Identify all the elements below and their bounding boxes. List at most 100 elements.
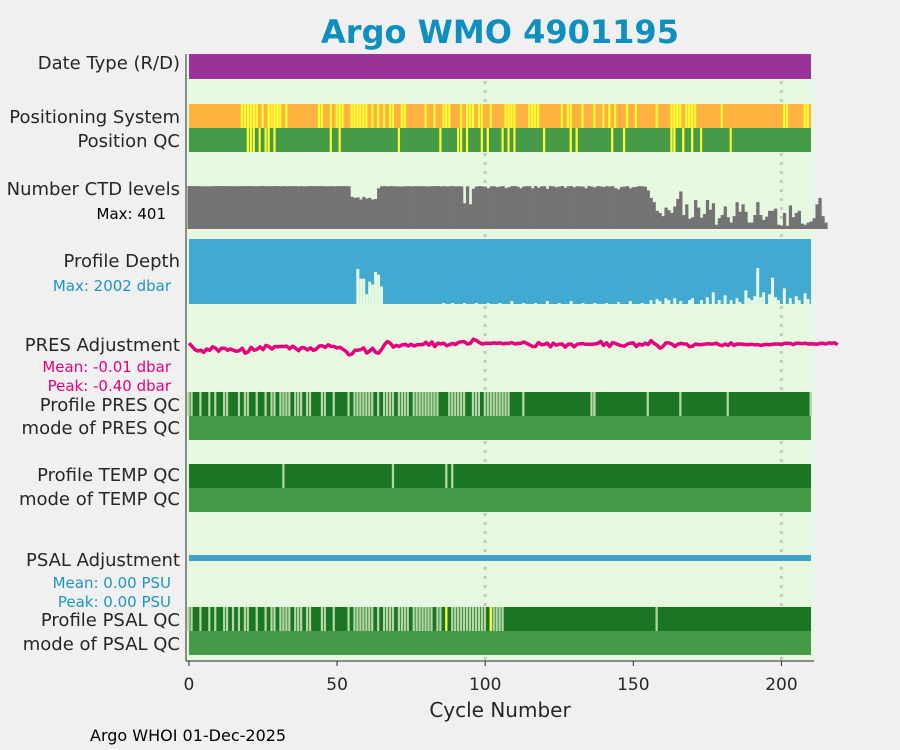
ctd-bar-31 xyxy=(279,186,283,229)
depth-dip-191 xyxy=(753,296,757,304)
ctd-bar-161 xyxy=(664,207,668,229)
positioning-stripe-59 xyxy=(362,104,365,128)
depth-dip-133 xyxy=(581,303,585,304)
ctd-bar-143 xyxy=(611,186,615,229)
depth-dip-113 xyxy=(522,303,526,304)
psal-qc-stripe-74 xyxy=(406,607,409,631)
ctd-bar-203 xyxy=(788,205,793,229)
ctd-bar-35 xyxy=(291,186,295,229)
label-profile-temp-qc: Profile TEMP QC xyxy=(37,465,180,486)
ctd-bar-81 xyxy=(427,186,431,229)
ctd-bar-129 xyxy=(569,186,573,229)
ctd-bar-198 xyxy=(774,208,778,229)
ctd-bar-7 xyxy=(208,186,212,229)
pres-qc-stripe-66 xyxy=(382,392,386,416)
pres-qc-stripe-67 xyxy=(385,392,389,416)
pres-mode-band xyxy=(188,416,812,440)
ctd-bar-103 xyxy=(492,186,496,229)
positioning-stripe-166 xyxy=(679,104,682,128)
ctd-bar-18 xyxy=(240,186,245,229)
ctd-bar-205 xyxy=(794,212,799,229)
ctd-bar-20 xyxy=(246,186,250,229)
ctd-bar-68 xyxy=(388,186,393,229)
position-qc-stripe-26 xyxy=(264,128,267,152)
ctd-bar-94 xyxy=(465,186,470,229)
ctd-bar-130 xyxy=(572,187,576,229)
psal-qc-stripe-93 xyxy=(462,607,466,631)
pres-qc-stripe-31 xyxy=(279,392,282,416)
ctd-bar-39 xyxy=(303,186,307,229)
ctd-bar-146 xyxy=(619,187,624,229)
positioning-stripe-165 xyxy=(676,104,679,128)
positioning-stripe-115 xyxy=(528,104,531,128)
ctd-bar-57 xyxy=(356,197,360,229)
depth-dip-65 xyxy=(380,286,383,304)
pres-qc-stripe-93 xyxy=(462,392,466,416)
ctd-bar-151 xyxy=(634,186,639,229)
x-ticks: 0 50 100 150 200 xyxy=(184,661,798,695)
ctd-bar-194 xyxy=(762,219,766,229)
ctd-bar-109 xyxy=(510,186,514,229)
psal-adjustment-line xyxy=(188,555,812,561)
ctd-bar-0 xyxy=(187,186,191,229)
pres-qc-stripe-74 xyxy=(406,392,409,416)
positioning-stripe-209 xyxy=(806,104,809,128)
ctd-bar-59 xyxy=(362,196,366,229)
positioning-stripe-180 xyxy=(720,104,723,128)
positioning-stripe-116 xyxy=(531,104,534,128)
pres-qc-stripe-36 xyxy=(294,392,297,416)
ctd-bar-43 xyxy=(314,186,319,229)
depth-dip-201 xyxy=(782,288,786,304)
psal-qc-stripe-81 xyxy=(427,607,430,631)
psal-qc-stripe-77 xyxy=(415,607,418,631)
ctd-bar-181 xyxy=(723,206,727,229)
ctd-bar-174 xyxy=(702,213,707,229)
ctd-bar-84 xyxy=(436,186,440,229)
pres-qc-stripe-166 xyxy=(679,392,682,416)
positioning-stripe-27 xyxy=(267,104,270,128)
ctd-bar-131 xyxy=(575,186,579,229)
pres-peak-label: Peak: -0.40 dbar xyxy=(48,377,172,395)
depth-dip-189 xyxy=(747,298,751,304)
depth-dip-166 xyxy=(679,301,683,304)
pres-qc-stripe-136 xyxy=(590,392,593,416)
pres-qc-stripe-77 xyxy=(415,392,418,416)
positioning-stripe-44 xyxy=(317,104,321,128)
pres-qc-stripe-78 xyxy=(418,392,421,416)
positioning-stripe-169 xyxy=(688,104,691,128)
ctd-bar-139 xyxy=(599,186,603,229)
position-qc-stripe-94 xyxy=(465,128,469,152)
pres-qc-stripe-49 xyxy=(332,392,335,416)
ctd-bar-213 xyxy=(818,197,822,229)
positioning-band xyxy=(188,104,812,128)
pres-qc-stripe-32 xyxy=(282,392,285,416)
ctd-bar-128 xyxy=(566,186,570,229)
pres-qc-stripe-68 xyxy=(388,392,392,416)
positioning-stripe-21 xyxy=(249,104,252,128)
ctd-bar-215 xyxy=(824,222,828,229)
ctd-bar-22 xyxy=(252,186,256,229)
ctd-bar-62 xyxy=(371,199,375,229)
chart-marks xyxy=(187,54,839,655)
x-axis-label: Cycle Number xyxy=(429,698,571,722)
ctd-bar-24 xyxy=(258,186,262,229)
depth-dip-158 xyxy=(655,299,659,304)
positioning-stripe-129 xyxy=(569,104,572,128)
positioning-stripe-144 xyxy=(614,104,617,128)
ctd-bar-160 xyxy=(661,216,665,229)
ctd-bar-196 xyxy=(768,210,772,229)
positioning-stripe-25 xyxy=(261,104,264,128)
position-qc-stripe-183 xyxy=(729,128,732,152)
psal-qc-stripe-57 xyxy=(356,607,359,631)
positioning-stripe-171 xyxy=(694,104,697,128)
position-qc-stripe-163 xyxy=(670,128,673,152)
label-profile-psal-qc: Profile PSAL QC xyxy=(41,610,180,631)
pres-qc-stripe-57 xyxy=(356,392,359,416)
position-qc-stripe-110 xyxy=(513,128,516,152)
positioning-stripe-86 xyxy=(442,104,445,128)
pres-qc-stripe-54 xyxy=(347,392,350,416)
temp-mode-band xyxy=(188,488,812,512)
pres-qc-stripe-71 xyxy=(397,392,401,416)
position-qc-stripe-51 xyxy=(338,128,341,152)
ctd-bar-119 xyxy=(539,186,544,229)
